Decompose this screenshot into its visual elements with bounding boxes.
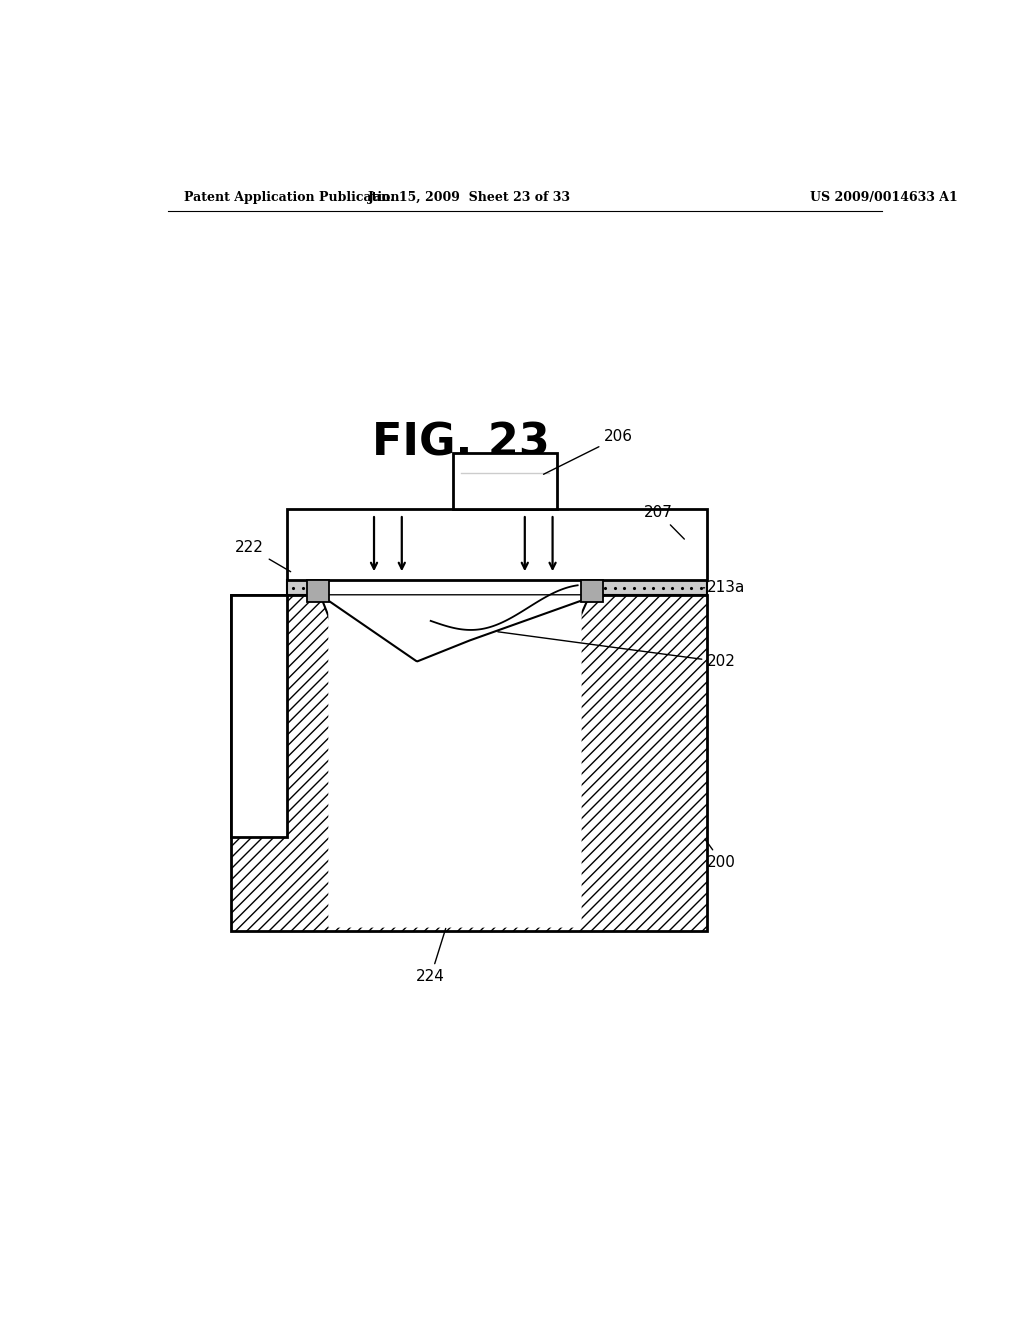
- Text: US 2009/0014633 A1: US 2009/0014633 A1: [811, 190, 958, 203]
- Text: 213a: 213a: [703, 581, 745, 595]
- Text: 206: 206: [544, 429, 633, 474]
- Text: 207: 207: [644, 506, 684, 539]
- Bar: [287, 581, 321, 595]
- Text: 224: 224: [416, 928, 445, 985]
- Bar: [287, 510, 708, 581]
- Bar: [581, 579, 603, 602]
- Bar: [454, 453, 557, 510]
- Text: 202: 202: [498, 632, 736, 669]
- Text: Patent Application Publication: Patent Application Publication: [183, 190, 399, 203]
- Bar: [231, 595, 287, 837]
- Text: 222: 222: [236, 540, 291, 572]
- Text: FIG. 23: FIG. 23: [373, 421, 550, 465]
- Polygon shape: [329, 601, 582, 928]
- Text: Jan. 15, 2009  Sheet 23 of 33: Jan. 15, 2009 Sheet 23 of 33: [368, 190, 570, 203]
- Polygon shape: [321, 595, 590, 917]
- Bar: [307, 579, 330, 602]
- Text: 200: 200: [705, 840, 736, 870]
- Bar: [231, 595, 708, 931]
- Bar: [590, 581, 708, 595]
